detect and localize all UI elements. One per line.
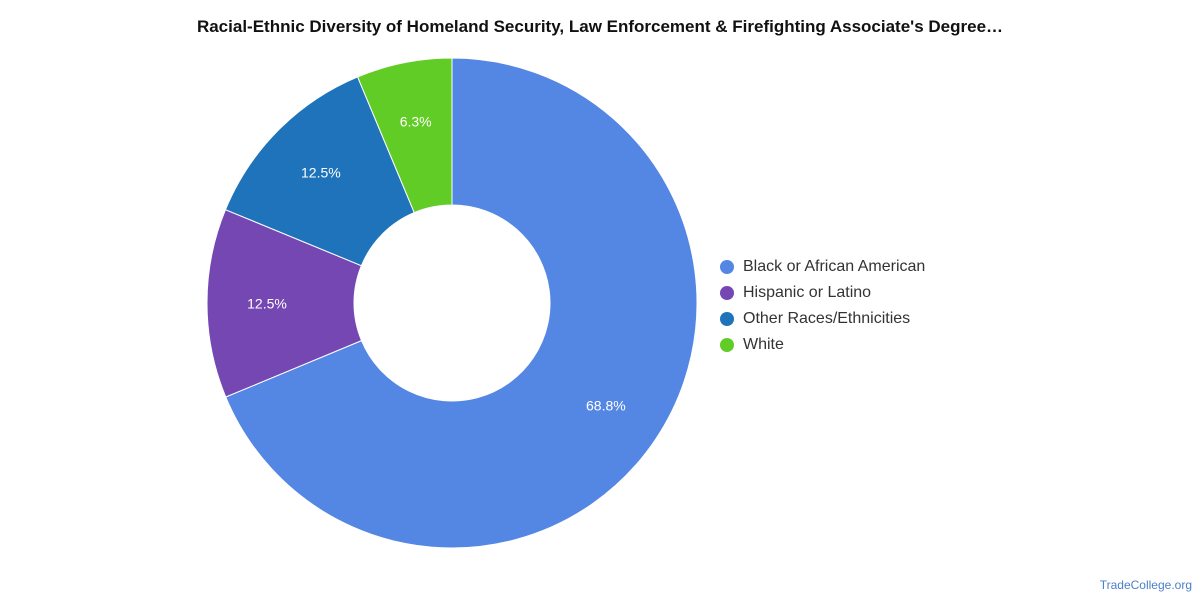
legend-label: Hispanic or Latino	[743, 284, 872, 301]
data-label: 6.3%	[400, 114, 432, 130]
slice-other-races-ethnicities[interactable]	[224, 76, 415, 267]
legend-label: White	[743, 336, 784, 353]
legend-item[interactable]: Hispanic or Latino	[720, 280, 925, 306]
legend-item[interactable]: White	[720, 332, 925, 358]
legend-swatch	[720, 286, 734, 300]
legend-item[interactable]: Other Races/Ethnicities	[720, 306, 925, 332]
legend: Black or African American Hispanic or Lat…	[720, 254, 925, 358]
slice-black-or-african-american[interactable]	[225, 57, 698, 549]
legend-item[interactable]: Black or African American	[720, 254, 925, 280]
chart-title: Racial-Ethnic Diversity of Homeland Secu…	[196, 17, 1004, 36]
data-label: 12.5%	[247, 295, 287, 311]
legend-label: Other Races/Ethnicities	[743, 310, 911, 327]
slice-white[interactable]	[356, 57, 453, 214]
legend-swatch	[720, 338, 734, 352]
data-label: 12.5%	[301, 164, 341, 180]
data-label: 68.8%	[586, 398, 626, 414]
legend-label: Black or African American	[743, 258, 926, 275]
legend-swatch	[720, 312, 734, 326]
source-credit[interactable]: TradeCollege.org	[1099, 578, 1192, 592]
legend-swatch	[720, 260, 734, 274]
slice-hispanic-or-latino[interactable]	[206, 209, 363, 398]
